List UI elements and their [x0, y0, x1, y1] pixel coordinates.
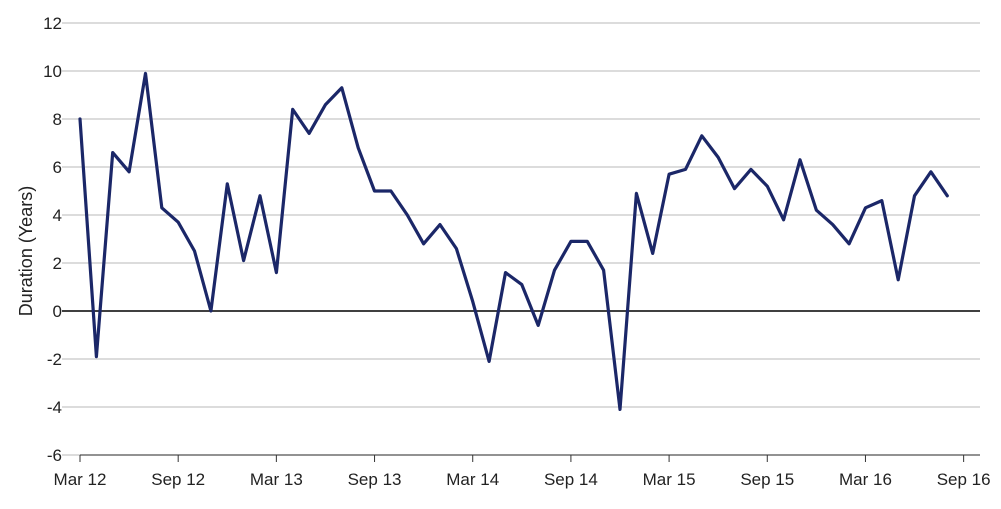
y-tick-label: -2 — [47, 350, 62, 369]
x-tick-label: Sep 16 — [937, 470, 991, 489]
x-tick-label: Sep 13 — [348, 470, 402, 489]
x-tick-label: Mar 14 — [446, 470, 499, 489]
x-tick-label: Mar 15 — [643, 470, 696, 489]
series-line — [78, 71, 949, 411]
x-tick-label: Mar 12 — [54, 470, 107, 489]
y-tick-label: 12 — [43, 14, 62, 33]
gridlines — [62, 22, 980, 456]
y-axis-title: Duration (Years) — [16, 186, 36, 316]
y-tick-label: 8 — [53, 110, 62, 129]
x-tick-label: Sep 14 — [544, 470, 598, 489]
x-tick-label: Mar 13 — [250, 470, 303, 489]
y-tick-label: 6 — [53, 158, 62, 177]
y-tick-label: 10 — [43, 62, 62, 81]
y-tick-label: -6 — [47, 446, 62, 465]
x-tick-label: Sep 12 — [151, 470, 205, 489]
x-tick-label: Sep 15 — [740, 470, 794, 489]
y-tick-label: 2 — [53, 254, 62, 273]
x-tick-label: Mar 16 — [839, 470, 892, 489]
x-axis-tick-labels: Mar 12 Sep 12 Mar 13 Sep 13 Mar 14 Sep 14 Mar … — [54, 454, 991, 489]
y-axis-tick-labels: -6 -4 -2 0 2 4 6 8 10 12 — [43, 14, 62, 465]
y-tick-label: 0 — [53, 302, 62, 321]
y-tick-label: -4 — [47, 398, 62, 417]
y-tick-label: 4 — [53, 206, 62, 225]
